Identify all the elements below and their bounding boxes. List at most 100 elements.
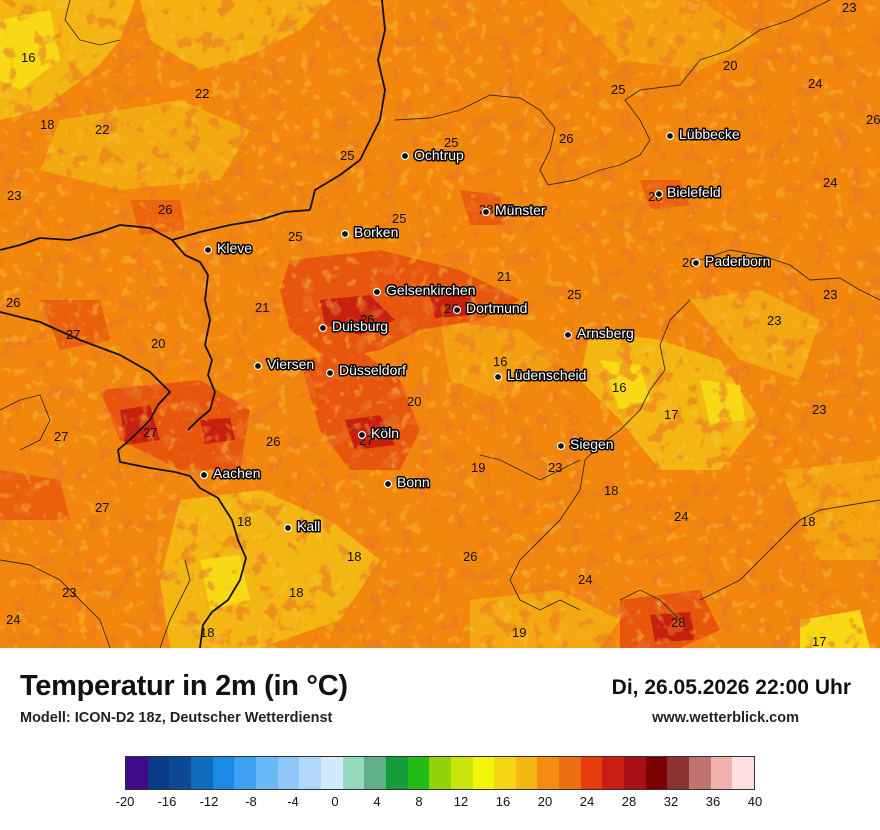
temp-label: 25 bbox=[567, 287, 581, 302]
legend-swatch bbox=[255, 757, 278, 789]
city-luebbecke[interactable]: Lübbecke bbox=[665, 125, 741, 144]
model-credit: Modell: ICON-D2 18z, Deutscher Wetterdie… bbox=[20, 710, 333, 726]
svg-text:Kleve: Kleve bbox=[217, 240, 252, 256]
city-bielefeld[interactable]: Bielefeld bbox=[654, 183, 722, 202]
svg-text:Münster: Münster bbox=[495, 202, 546, 218]
legend-tick-label: -8 bbox=[245, 794, 257, 809]
city-paderborn[interactable]: Paderborn bbox=[691, 252, 772, 271]
temp-label: 27 bbox=[95, 500, 109, 515]
city-duesseldorf[interactable]: Düsseldorf bbox=[325, 361, 408, 380]
temp-label: 18 bbox=[604, 483, 618, 498]
svg-text:Köln: Köln bbox=[371, 425, 399, 441]
city-kleve[interactable]: Kleve bbox=[203, 239, 254, 258]
temp-label: 17 bbox=[812, 634, 826, 648]
temp-label: 18 bbox=[237, 514, 251, 529]
legend-swatch bbox=[689, 757, 711, 789]
temp-label: 25 bbox=[392, 211, 406, 226]
temp-label: 19 bbox=[512, 625, 526, 640]
city-ochtrup[interactable]: Ochtrup bbox=[400, 146, 466, 165]
legend-tick-label: 36 bbox=[705, 794, 721, 809]
legend-tick-label: 40 bbox=[747, 794, 763, 809]
temp-label: 25 bbox=[288, 229, 302, 244]
map-footer: Temperatur in 2m (in °C) Modell: ICON-D2… bbox=[0, 648, 880, 830]
legend-swatch bbox=[710, 757, 733, 789]
city-viersen[interactable]: Viersen bbox=[253, 355, 316, 374]
city-bonn[interactable]: Bonn bbox=[383, 473, 431, 492]
svg-text:Ochtrup: Ochtrup bbox=[414, 147, 464, 163]
temp-label: 17 bbox=[664, 407, 678, 422]
legend-tick-label: 32 bbox=[663, 794, 679, 809]
temp-label: 23 bbox=[548, 460, 562, 475]
city-kall[interactable]: Kall bbox=[283, 517, 322, 536]
temp-label: 18 bbox=[289, 585, 303, 600]
svg-text:Aachen: Aachen bbox=[213, 465, 260, 481]
city-arnsberg[interactable]: Arnsberg bbox=[563, 324, 635, 343]
temp-label: 23 bbox=[823, 287, 837, 302]
city-dortmund[interactable]: Dortmund bbox=[452, 299, 529, 318]
legend-tick-label: 8 bbox=[415, 794, 423, 809]
city-aachen[interactable]: Aachen bbox=[199, 464, 262, 483]
temp-label: 26 bbox=[6, 295, 20, 310]
city-duisburg[interactable]: Duisburg bbox=[318, 317, 390, 336]
temp-label: 26 bbox=[866, 112, 880, 127]
cool-texture bbox=[0, 0, 880, 648]
legend-swatch bbox=[147, 757, 170, 789]
temp-label: 16 bbox=[493, 354, 507, 369]
website-link[interactable]: www.wetterblick.com bbox=[652, 710, 799, 726]
svg-text:Lübbecke: Lübbecke bbox=[679, 126, 740, 142]
legend-swatch bbox=[472, 757, 495, 789]
legend-swatch bbox=[450, 757, 473, 789]
city-gelsenkirchen[interactable]: Gelsenkirchen bbox=[372, 281, 477, 300]
legend-swatch bbox=[190, 757, 213, 789]
temp-label: 28 bbox=[671, 615, 685, 630]
temp-label: 23 bbox=[7, 188, 21, 203]
temp-label: 23 bbox=[767, 313, 781, 328]
legend-swatch bbox=[515, 757, 538, 789]
temperature-map: 23 16 20 24 22 25 18 22 26 25 25 26 23 2… bbox=[0, 0, 880, 648]
legend-tick-label: -12 bbox=[199, 794, 219, 809]
temp-label: 16 bbox=[612, 380, 626, 395]
svg-text:Dortmund: Dortmund bbox=[466, 300, 527, 316]
legend-tick-label: -4 bbox=[287, 794, 299, 809]
temp-label: 23 bbox=[812, 402, 826, 417]
svg-text:Paderborn: Paderborn bbox=[705, 253, 770, 269]
legend-tick-label: 24 bbox=[579, 794, 595, 809]
legend-tick-label: -16 bbox=[157, 794, 177, 809]
svg-text:Gelsenkirchen: Gelsenkirchen bbox=[386, 282, 476, 298]
temp-label: 26 bbox=[360, 312, 374, 327]
legend-swatch bbox=[407, 757, 430, 789]
city-siegen[interactable]: Siegen bbox=[556, 435, 615, 454]
city-koeln[interactable]: Köln bbox=[357, 424, 401, 443]
legend-swatch bbox=[234, 757, 256, 789]
temp-label: 22 bbox=[95, 122, 109, 137]
svg-text:Siegen: Siegen bbox=[570, 436, 614, 452]
national-border bbox=[0, 224, 173, 251]
legend-swatch bbox=[277, 757, 300, 789]
temp-label: 25 bbox=[611, 82, 625, 97]
temp-label: 20 bbox=[723, 58, 737, 73]
legend-swatch bbox=[212, 757, 235, 789]
legend-tick-label: 12 bbox=[453, 794, 469, 809]
temp-label: 27 bbox=[143, 425, 157, 440]
temp-label: 20 bbox=[407, 394, 421, 409]
city-muenster[interactable]: Münster bbox=[481, 201, 547, 220]
temp-label: 18 bbox=[200, 625, 214, 640]
temp-label: 23 bbox=[62, 585, 76, 600]
national-border bbox=[0, 311, 247, 648]
legend-swatch bbox=[429, 757, 451, 789]
temp-label: 23 bbox=[842, 0, 856, 15]
temp-label: 24 bbox=[578, 572, 592, 587]
legend-swatch bbox=[559, 757, 581, 789]
temp-label: 21 bbox=[255, 300, 269, 315]
temp-label: 25 bbox=[444, 135, 458, 150]
temp-label: 18 bbox=[40, 117, 54, 132]
map-canvas: 23 16 20 24 22 25 18 22 26 25 25 26 23 2… bbox=[0, 0, 880, 648]
city-borken[interactable]: Borken bbox=[340, 223, 400, 242]
legend-swatch bbox=[537, 757, 560, 789]
city-luedenscheid[interactable]: Lüdenscheid bbox=[493, 366, 588, 385]
temp-label: 26 bbox=[463, 549, 477, 564]
national-border bbox=[171, 239, 216, 431]
svg-text:Viersen: Viersen bbox=[267, 356, 314, 372]
legend-tick-label: 4 bbox=[373, 794, 381, 809]
svg-text:Bonn: Bonn bbox=[397, 474, 430, 490]
